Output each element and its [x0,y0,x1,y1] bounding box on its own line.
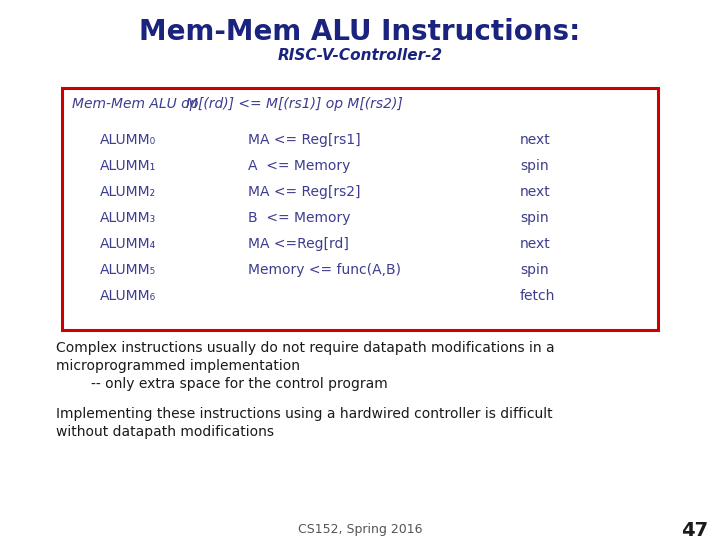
Text: spin: spin [520,211,549,225]
Text: B  <= Memory: B <= Memory [248,211,351,225]
Text: -- only extra space for the control program: -- only extra space for the control prog… [56,377,388,391]
Text: A  <= Memory: A <= Memory [248,159,351,173]
Text: RISC-V-Controller-2: RISC-V-Controller-2 [277,49,443,64]
Text: next: next [520,133,551,147]
Text: Mem-Mem ALU Instructions:: Mem-Mem ALU Instructions: [140,18,580,46]
Text: ALUMM₃: ALUMM₃ [100,211,156,225]
Text: microprogrammed implementation: microprogrammed implementation [56,359,300,373]
Text: ALUMM₁: ALUMM₁ [100,159,156,173]
Text: spin: spin [520,159,549,173]
Text: MA <= Reg[rs2]: MA <= Reg[rs2] [248,185,361,199]
Text: Implementing these instructions using a hardwired controller is difficult: Implementing these instructions using a … [56,407,553,421]
Text: ALUMM₆: ALUMM₆ [100,289,156,303]
Text: Memory <= func(A,B): Memory <= func(A,B) [248,263,401,277]
Text: without datapath modifications: without datapath modifications [56,425,274,439]
Text: ALUMM₅: ALUMM₅ [100,263,156,277]
Text: 47: 47 [681,521,708,539]
Text: M[(rd)] <= M[(rs1)] op M[(rs2)]: M[(rd)] <= M[(rs1)] op M[(rs2)] [186,97,402,111]
Text: spin: spin [520,263,549,277]
Text: ALUMM₂: ALUMM₂ [100,185,156,199]
FancyBboxPatch shape [62,88,658,330]
Text: MA <= Reg[rs1]: MA <= Reg[rs1] [248,133,361,147]
Text: ALUMM₀: ALUMM₀ [100,133,156,147]
Text: Mem-Mem ALU op: Mem-Mem ALU op [72,97,199,111]
Text: MA <=Reg[rd]: MA <=Reg[rd] [248,237,349,251]
Text: next: next [520,185,551,199]
Text: next: next [520,237,551,251]
Text: CS152, Spring 2016: CS152, Spring 2016 [298,523,422,537]
Text: ALUMM₄: ALUMM₄ [100,237,156,251]
Text: fetch: fetch [520,289,555,303]
Text: Complex instructions usually do not require datapath modifications in a: Complex instructions usually do not requ… [56,341,554,355]
